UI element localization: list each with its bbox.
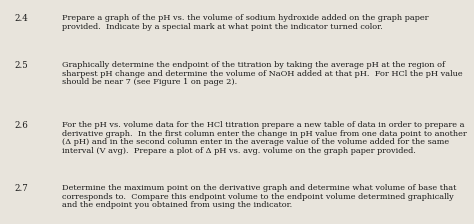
- Text: 2.4: 2.4: [14, 14, 28, 23]
- Text: For the pH vs. volume data for the HCl titration prepare a new table of data in : For the pH vs. volume data for the HCl t…: [62, 121, 465, 129]
- Text: Graphically determine the endpoint of the titration by taking the average pH at : Graphically determine the endpoint of th…: [62, 61, 445, 69]
- Text: 2.7: 2.7: [14, 184, 28, 193]
- Text: interval (V avg).  Prepare a plot of Δ pH vs. avg. volume on the graph paper pro: interval (V avg). Prepare a plot of Δ pH…: [62, 146, 416, 155]
- Text: derivative graph.  In the first column enter the change in pH value from one dat: derivative graph. In the first column en…: [62, 129, 467, 138]
- Text: sharpest pH change and determine the volume of NaOH added at that pH.  For HCl t: sharpest pH change and determine the vol…: [62, 69, 463, 78]
- Text: provided.  Indicate by a special mark at what point the indicator turned color.: provided. Indicate by a special mark at …: [62, 22, 383, 30]
- Text: 2.5: 2.5: [14, 61, 28, 70]
- Text: Prepare a graph of the pH vs. the volume of sodium hydroxide added on the graph : Prepare a graph of the pH vs. the volume…: [62, 14, 428, 22]
- Text: corresponds to.  Compare this endpoint volume to the endpoint volume determined : corresponds to. Compare this endpoint vo…: [62, 192, 454, 200]
- Text: Determine the maximum point on the derivative graph and determine what volume of: Determine the maximum point on the deriv…: [62, 184, 456, 192]
- Text: (Δ pH) and in the second column enter in the average value of the volume added f: (Δ pH) and in the second column enter in…: [62, 138, 449, 146]
- Text: should be near 7 (see Figure 1 on page 2).: should be near 7 (see Figure 1 on page 2…: [62, 78, 237, 86]
- Text: 2.6: 2.6: [14, 121, 28, 130]
- Text: and the endpoint you obtained from using the indicator.: and the endpoint you obtained from using…: [62, 201, 292, 209]
